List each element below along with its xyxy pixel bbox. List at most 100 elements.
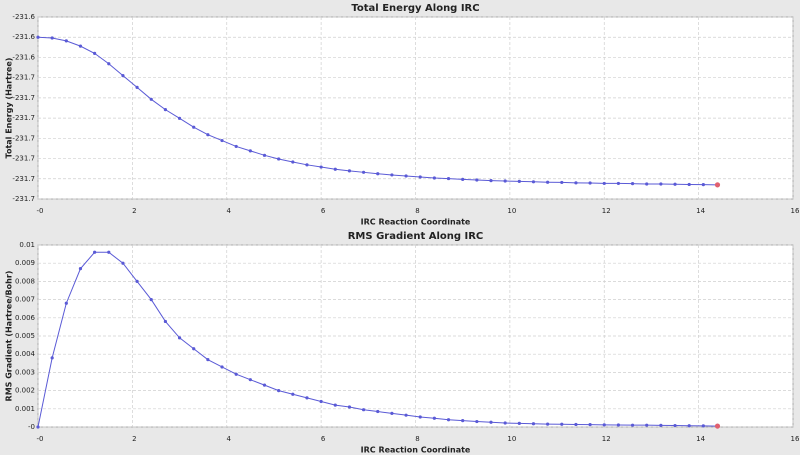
y-tick-label: 0.009 bbox=[15, 259, 35, 267]
data-point bbox=[390, 411, 394, 415]
y-tick-label: 0.008 bbox=[15, 277, 35, 285]
y-tick-label: 0.005 bbox=[15, 332, 35, 340]
data-point bbox=[517, 421, 521, 425]
data-point bbox=[560, 180, 564, 185]
data-point bbox=[602, 423, 606, 427]
y-tick-label: 0.006 bbox=[15, 314, 36, 322]
y-tick-label: -231.7 bbox=[12, 94, 35, 102]
data-point bbox=[50, 36, 54, 40]
data-point bbox=[489, 420, 493, 424]
data-point bbox=[248, 149, 252, 153]
data-point bbox=[36, 35, 40, 39]
y-tick-label: -231.7 bbox=[12, 195, 35, 203]
data-point bbox=[560, 422, 564, 426]
data-point bbox=[446, 418, 451, 422]
data-point bbox=[206, 133, 210, 137]
data-point bbox=[262, 153, 267, 157]
y-tick-label: -0 bbox=[28, 423, 35, 431]
y-tick-label: 0.01 bbox=[19, 241, 35, 249]
data-point bbox=[461, 419, 465, 423]
data-point bbox=[687, 424, 691, 428]
data-point bbox=[673, 182, 677, 186]
x-axis-label: IRC Reaction Coordinate bbox=[361, 446, 471, 455]
x-tick-label: 8 bbox=[415, 207, 419, 215]
x-tick-label: 14 bbox=[696, 207, 705, 215]
data-point bbox=[291, 392, 295, 396]
data-point bbox=[701, 424, 705, 428]
data-point bbox=[432, 176, 436, 180]
chart-title: RMS Gradient Along IRC bbox=[348, 231, 484, 242]
data-point bbox=[347, 169, 352, 173]
data-point bbox=[418, 175, 422, 179]
data-point bbox=[630, 182, 635, 186]
data-point bbox=[361, 170, 366, 174]
data-point bbox=[78, 267, 83, 271]
data-point bbox=[107, 250, 111, 254]
data-point bbox=[645, 182, 649, 186]
data-point bbox=[248, 378, 252, 382]
data-point bbox=[659, 182, 663, 186]
data-point bbox=[277, 157, 281, 161]
data-point bbox=[588, 423, 592, 427]
data-point bbox=[64, 39, 68, 43]
y-tick-label: 0.007 bbox=[15, 296, 35, 304]
data-point bbox=[177, 116, 182, 120]
x-tick-label: 16 bbox=[791, 435, 800, 443]
x-tick-label: 4 bbox=[227, 207, 232, 215]
x-tick-label: 14 bbox=[696, 435, 705, 443]
data-point bbox=[475, 419, 479, 424]
chart-title: Total Energy Along IRC bbox=[351, 3, 479, 14]
data-point bbox=[404, 413, 408, 417]
data-point bbox=[701, 183, 705, 187]
data-point bbox=[602, 181, 606, 186]
data-point bbox=[616, 181, 621, 186]
data-point bbox=[446, 176, 451, 181]
data-point bbox=[361, 408, 366, 412]
data-point bbox=[220, 138, 224, 143]
data-point bbox=[64, 301, 68, 305]
data-point bbox=[546, 180, 550, 184]
data-point bbox=[630, 423, 635, 427]
data-point bbox=[531, 422, 536, 426]
y-tick-label: -231.6 bbox=[12, 33, 35, 41]
data-point bbox=[376, 172, 380, 176]
data-point bbox=[687, 182, 691, 187]
y-tick-label: -231.6 bbox=[12, 13, 35, 21]
data-point bbox=[291, 160, 295, 164]
x-tick-label: 10 bbox=[507, 207, 516, 215]
x-tick-label: 12 bbox=[602, 207, 611, 215]
data-point bbox=[121, 261, 125, 265]
data-point bbox=[163, 319, 168, 324]
data-point bbox=[333, 167, 337, 171]
data-point bbox=[319, 399, 323, 404]
y-tick-label: 0.002 bbox=[15, 387, 35, 395]
y-tick-label: -231.7 bbox=[12, 114, 35, 122]
data-point bbox=[714, 423, 721, 429]
y-tick-label: -231.7 bbox=[12, 175, 35, 183]
data-point bbox=[135, 279, 139, 283]
x-tick-label: 6 bbox=[321, 435, 326, 443]
y-tick-label: 0.001 bbox=[15, 405, 35, 413]
data-point bbox=[347, 405, 352, 409]
x-tick-label: 2 bbox=[132, 435, 136, 443]
data-point bbox=[418, 415, 422, 419]
data-point bbox=[93, 250, 97, 254]
data-point bbox=[234, 144, 238, 149]
y-tick-label: 0.003 bbox=[15, 368, 35, 376]
data-point bbox=[149, 298, 153, 302]
data-point bbox=[673, 423, 677, 428]
data-point bbox=[503, 421, 507, 425]
y-tick-label: -231.7 bbox=[12, 134, 35, 142]
data-point bbox=[645, 423, 649, 427]
data-point bbox=[277, 389, 281, 393]
data-point bbox=[234, 372, 238, 376]
data-point bbox=[262, 383, 267, 387]
data-point bbox=[192, 347, 196, 351]
data-point bbox=[404, 174, 408, 178]
y-tick-label: -231.7 bbox=[12, 155, 35, 163]
data-point bbox=[588, 181, 592, 185]
data-point bbox=[616, 423, 621, 427]
data-point bbox=[461, 177, 465, 181]
data-point bbox=[192, 125, 196, 129]
